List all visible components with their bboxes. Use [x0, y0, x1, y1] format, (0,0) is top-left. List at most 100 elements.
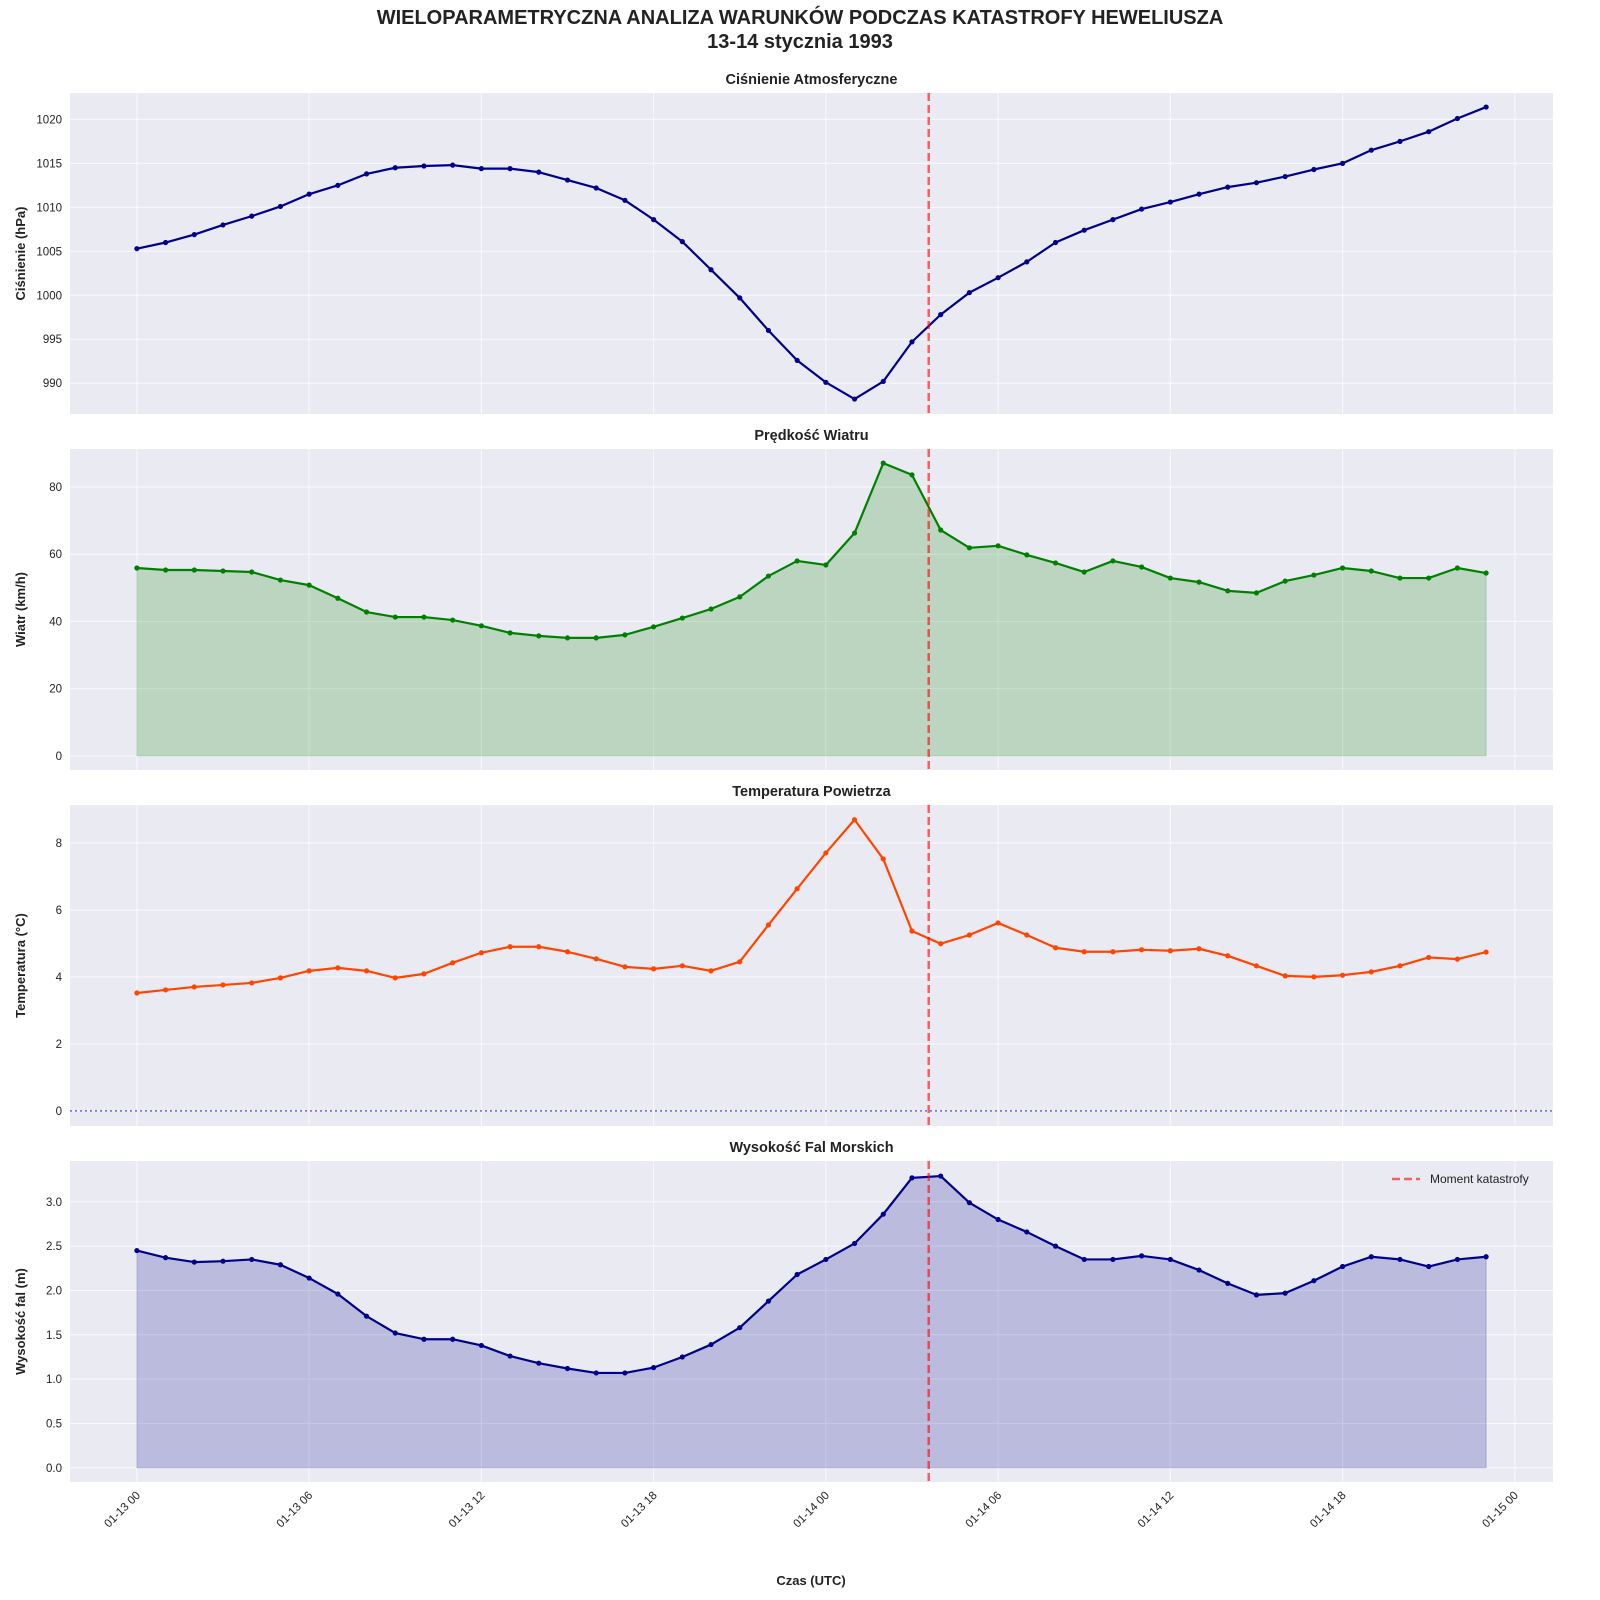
data-point	[335, 965, 341, 971]
x-axis-label: Czas (UTC)	[776, 1573, 845, 1588]
data-point	[679, 963, 685, 969]
data-point	[737, 959, 743, 965]
panel-title: Temperatura Powietrza	[732, 784, 891, 800]
data-point	[392, 614, 398, 620]
y-tick-label: 2.0	[46, 1285, 62, 1297]
data-point	[679, 239, 685, 245]
data-point	[851, 817, 858, 823]
data-point	[765, 1298, 772, 1304]
data-point	[363, 609, 370, 615]
data-point	[651, 1365, 657, 1371]
data-point	[737, 1325, 743, 1331]
data-point	[765, 573, 772, 579]
data-point	[1397, 963, 1403, 969]
data-point	[507, 944, 513, 950]
data-point	[306, 191, 312, 197]
y-tick-label: 60	[49, 549, 62, 561]
data-point	[1282, 973, 1288, 979]
data-point	[851, 396, 858, 402]
data-point	[421, 614, 427, 620]
data-point	[909, 928, 915, 934]
data-point	[651, 624, 657, 630]
data-point	[1454, 956, 1461, 962]
data-point	[1139, 1253, 1145, 1259]
data-point	[823, 379, 829, 385]
data-point	[1339, 565, 1346, 571]
data-point	[1368, 1254, 1374, 1260]
data-point	[1483, 949, 1489, 955]
data-point	[880, 1211, 886, 1217]
data-point	[220, 568, 226, 574]
data-point	[1024, 932, 1030, 938]
plot-area	[70, 93, 1553, 414]
y-tick-label: 1.0	[46, 1374, 62, 1386]
data-point	[1426, 575, 1432, 581]
y-tick-label: 4	[56, 972, 63, 984]
data-point	[851, 530, 858, 536]
y-tick-label: 1010	[36, 202, 62, 214]
data-point	[450, 960, 456, 966]
data-point	[1167, 1256, 1173, 1263]
data-point	[536, 633, 542, 639]
data-point	[995, 920, 1001, 926]
y-axis-label: Temperatura (°C)	[13, 913, 28, 1018]
data-point	[162, 567, 169, 573]
y-tick-label: 40	[49, 616, 62, 628]
figure-title-line2: 13-14 stycznia 1993	[707, 31, 893, 53]
data-point	[651, 217, 657, 223]
data-point	[1311, 166, 1317, 173]
x-tick-label: 01-13 12	[447, 1490, 488, 1531]
x-tick-label: 01-13 06	[275, 1490, 316, 1531]
panel-2: 0 20 40 60 80 Prędkość Wiatru Wiatr (km/h)	[13, 428, 1553, 770]
data-point	[1282, 173, 1288, 180]
data-point	[191, 1259, 197, 1265]
data-point	[249, 1256, 255, 1263]
data-point	[564, 635, 571, 641]
series-line	[136, 1174, 1487, 1375]
data-point	[622, 197, 628, 203]
data-point	[593, 185, 599, 191]
y-tick-label: 20	[49, 684, 62, 696]
data-point	[478, 623, 484, 629]
series-line	[136, 106, 1487, 401]
data-point	[1253, 180, 1260, 186]
data-point	[478, 166, 484, 172]
data-point	[277, 1262, 284, 1268]
y-tick-label: 1020	[36, 114, 62, 126]
data-point	[1339, 972, 1346, 978]
data-point	[995, 543, 1001, 549]
data-point	[622, 964, 628, 970]
plot-area	[70, 805, 1553, 1126]
data-point	[564, 949, 571, 955]
data-point	[162, 239, 169, 246]
data-point	[1052, 239, 1059, 246]
data-point	[1339, 1263, 1346, 1270]
data-point	[1368, 147, 1374, 153]
data-point	[880, 378, 886, 385]
data-point	[507, 630, 513, 636]
data-point	[335, 595, 341, 601]
data-point	[1052, 945, 1059, 951]
data-point	[1397, 138, 1403, 144]
data-point	[708, 1341, 714, 1348]
data-point	[1282, 1290, 1288, 1296]
data-point	[478, 950, 484, 956]
y-tick-label: 1000	[36, 290, 62, 302]
data-point	[220, 222, 226, 228]
data-point	[220, 1258, 226, 1264]
data-point	[392, 165, 398, 171]
data-point	[679, 615, 685, 621]
data-point	[593, 1370, 599, 1376]
data-point	[909, 1175, 915, 1181]
panel-title: Prędkość Wiatru	[754, 428, 868, 444]
legend-label: Moment katastrofy	[1430, 1172, 1529, 1186]
data-point	[966, 290, 972, 296]
y-tick-label: 1005	[36, 246, 62, 258]
data-point	[191, 231, 197, 238]
data-point	[162, 987, 169, 993]
data-point	[1225, 1280, 1231, 1286]
data-point	[306, 582, 312, 588]
data-point	[277, 203, 284, 210]
plot-area	[70, 1161, 1553, 1482]
